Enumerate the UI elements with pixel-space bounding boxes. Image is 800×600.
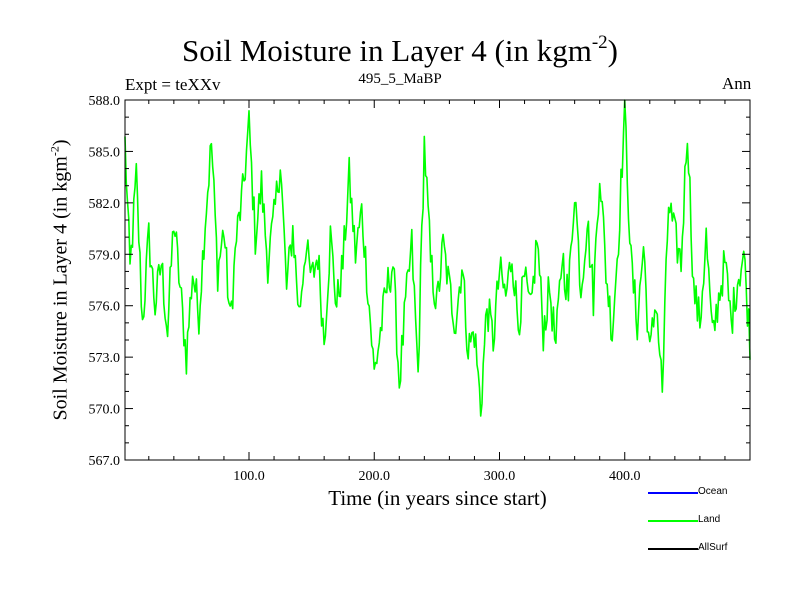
y-tick-label: 588.0 (89, 94, 121, 109)
chart-title: Soil Moisture in Layer 4 (in kgm-2) (182, 32, 618, 68)
y-tick-label: 579.0 (89, 248, 121, 263)
legend-item-land: Land (648, 514, 788, 528)
experiment-label: Expt = teXXv (125, 75, 221, 94)
legend-item-ocean: Ocean (648, 486, 788, 500)
chart-subtitle: 495_5_MaBP (358, 71, 442, 87)
y-tick-label: 570.0 (89, 403, 121, 418)
x-tick-label: 200.0 (358, 469, 390, 484)
legend-label-allsurf: AllSurf (698, 542, 728, 553)
legend-swatch-allsurf (648, 548, 698, 550)
y-tick-label: 582.0 (89, 197, 121, 212)
plot-frame (124, 99, 751, 461)
x-axis-label: Time (in years since start) (328, 486, 547, 510)
legend-swatch-land (648, 520, 698, 522)
series-line-land (124, 99, 751, 417)
legend-label-land: Land (698, 514, 721, 525)
legend-item-allsurf: AllSurf (648, 542, 788, 556)
legend-label-ocean: Ocean (698, 486, 728, 497)
y-tick-label: 573.0 (89, 351, 121, 366)
y-tick-label: 585.0 (89, 145, 121, 160)
y-tick-label: 567.0 (89, 454, 121, 469)
y-tick-label: 576.0 (89, 300, 121, 315)
x-tick-label: 300.0 (484, 469, 516, 484)
x-tick-label: 400.0 (609, 469, 641, 484)
x-tick-label: 100.0 (233, 469, 265, 484)
season-label: Ann (722, 74, 752, 93)
legend-swatch-ocean (648, 492, 698, 494)
